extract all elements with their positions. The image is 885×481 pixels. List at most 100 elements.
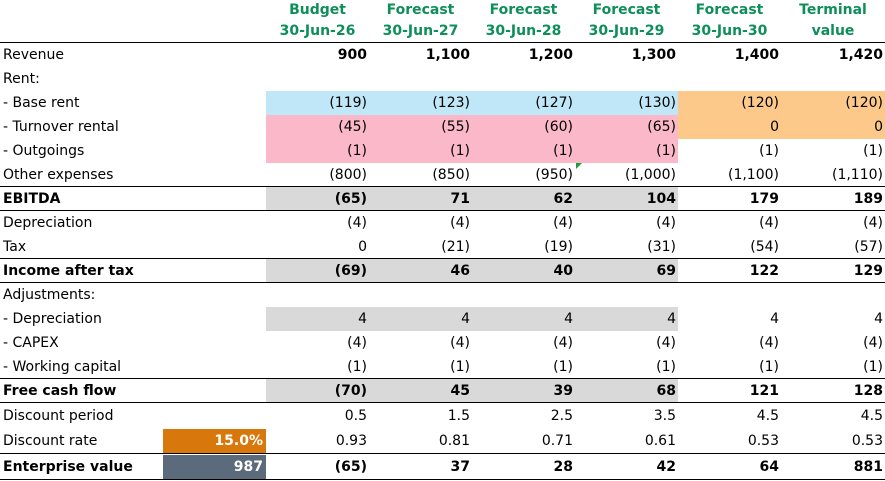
value-cell[interactable]: (1) (450, 359, 470, 375)
value-cell[interactable]: 4 (266, 307, 369, 331)
value-cell[interactable]: 1,400 (734, 47, 779, 63)
value-cell[interactable]: 37 (450, 459, 470, 475)
value-cell[interactable]: 4.5 (860, 408, 883, 424)
value-cell[interactable]: (1) (266, 139, 369, 163)
value-cell[interactable]: (120) (678, 91, 781, 115)
value-cell[interactable]: 0.81 (438, 433, 470, 449)
value-cell[interactable]: (1) (656, 359, 676, 375)
header-date-2[interactable]: 30-Jun-27 (382, 23, 459, 39)
value-cell[interactable]: 1,100 (425, 47, 470, 63)
value-cell[interactable]: (130) (575, 91, 678, 115)
header-date-4[interactable]: 30-Jun-29 (588, 23, 665, 39)
value-cell[interactable]: (54) (750, 239, 779, 255)
value-cell[interactable]: (800) (329, 167, 367, 183)
row-label[interactable]: Free cash flow (3, 383, 117, 399)
header-col-6[interactable]: Terminal (799, 2, 867, 18)
row-label[interactable]: - Working capital (3, 359, 122, 375)
value-cell[interactable]: (1) (553, 359, 573, 375)
value-cell[interactable]: (4) (656, 215, 676, 231)
value-cell[interactable]: (1) (759, 359, 779, 375)
value-cell[interactable]: 0 (678, 115, 781, 139)
value-cell[interactable]: 104 (575, 187, 678, 211)
value-cell[interactable]: 3.5 (653, 408, 676, 424)
value-cell[interactable]: (1) (759, 143, 779, 159)
row-label[interactable]: Other expenses (3, 167, 114, 183)
value-cell[interactable]: (4) (347, 335, 367, 351)
value-cell[interactable]: 0.61 (644, 433, 676, 449)
value-cell[interactable]: 900 (337, 47, 367, 63)
header-col-3[interactable]: Forecast (489, 2, 558, 18)
header-col-5[interactable]: Forecast (695, 2, 764, 18)
value-cell[interactable]: (1) (347, 359, 367, 375)
value-cell[interactable]: (4) (863, 215, 883, 231)
value-cell[interactable]: (127) (472, 91, 575, 115)
value-cell[interactable]: (65) (334, 459, 367, 475)
value-cell[interactable]: 4 (472, 307, 575, 331)
value-cell[interactable]: (21) (441, 239, 470, 255)
header-date-6[interactable]: value (811, 23, 855, 39)
row-label[interactable]: Income after tax (3, 263, 134, 279)
value-cell[interactable]: (65) (266, 187, 369, 211)
value-cell[interactable]: 0.5 (344, 408, 367, 424)
header-col-2[interactable]: Forecast (386, 2, 455, 18)
header-col-4[interactable]: Forecast (592, 2, 661, 18)
row-label[interactable]: Enterprise value (3, 459, 133, 475)
value-cell[interactable]: 45 (369, 379, 472, 403)
value-cell[interactable]: 68 (575, 379, 678, 403)
value-cell[interactable]: (70) (266, 379, 369, 403)
value-cell[interactable]: 28 (553, 459, 573, 475)
value-cell[interactable]: (65) (575, 115, 678, 139)
value-cell[interactable]: (4) (347, 215, 367, 231)
value-cell[interactable]: (4) (450, 215, 470, 231)
row-label[interactable]: Discount period (3, 408, 114, 424)
value-cell[interactable]: 46 (369, 259, 472, 283)
value-cell[interactable]: 2.5 (550, 408, 573, 424)
value-cell[interactable]: (950) (535, 167, 573, 183)
row-label[interactable]: Revenue (3, 47, 64, 63)
value-cell[interactable]: 42 (656, 459, 676, 475)
value-cell[interactable]: 1,300 (631, 47, 676, 63)
value-cell[interactable]: (69) (266, 259, 369, 283)
row-label[interactable]: Rent: (3, 71, 40, 87)
value-cell[interactable]: 4.5 (756, 408, 779, 424)
value-cell[interactable]: (31) (647, 239, 676, 255)
row-label[interactable]: - CAPEX (3, 335, 59, 351)
value-cell[interactable]: (1,000) (624, 167, 676, 183)
value-cell[interactable]: 122 (749, 263, 779, 279)
header-date-5[interactable]: 30-Jun-30 (691, 23, 768, 39)
value-cell[interactable]: (4) (759, 215, 779, 231)
value-cell[interactable]: 128 (853, 383, 883, 399)
value-cell[interactable]: 62 (472, 187, 575, 211)
value-cell[interactable]: (55) (369, 115, 472, 139)
value-cell[interactable]: 0.71 (541, 433, 573, 449)
value-cell[interactable]: 1,420 (838, 47, 883, 63)
value-cell[interactable]: 69 (575, 259, 678, 283)
value-cell[interactable]: (1,110) (831, 167, 883, 183)
row-label[interactable]: Adjustments: (3, 287, 96, 303)
value-cell[interactable]: (4) (759, 335, 779, 351)
value-cell[interactable]: (19) (544, 239, 573, 255)
value-cell[interactable]: 4 (874, 311, 883, 327)
header-date-3[interactable]: 30-Jun-28 (485, 23, 562, 39)
value-cell[interactable]: 0 (781, 115, 885, 139)
value-cell[interactable]: 39 (472, 379, 575, 403)
value-cell[interactable]: 4 (575, 307, 678, 331)
value-cell[interactable]: (4) (450, 335, 470, 351)
value-cell[interactable]: 1,200 (528, 47, 573, 63)
row-label[interactable]: Discount rate (3, 433, 98, 449)
value-cell[interactable]: 0.53 (747, 433, 779, 449)
value-cell[interactable]: 40 (472, 259, 575, 283)
enterprise-value-total[interactable]: 987 (163, 455, 266, 479)
value-cell[interactable]: 121 (749, 383, 779, 399)
value-cell[interactable]: (4) (863, 335, 883, 351)
value-cell[interactable]: (123) (369, 91, 472, 115)
row-label[interactable]: - Depreciation (3, 311, 102, 327)
comment-indicator-icon[interactable] (576, 163, 582, 169)
header-col-1[interactable]: Budget (289, 2, 346, 18)
value-cell[interactable]: 64 (759, 459, 779, 475)
value-cell[interactable]: (4) (553, 215, 573, 231)
value-cell[interactable]: (1) (472, 139, 575, 163)
value-cell[interactable]: 1.5 (447, 408, 470, 424)
value-cell[interactable]: (45) (266, 115, 369, 139)
value-cell[interactable]: (850) (432, 167, 470, 183)
